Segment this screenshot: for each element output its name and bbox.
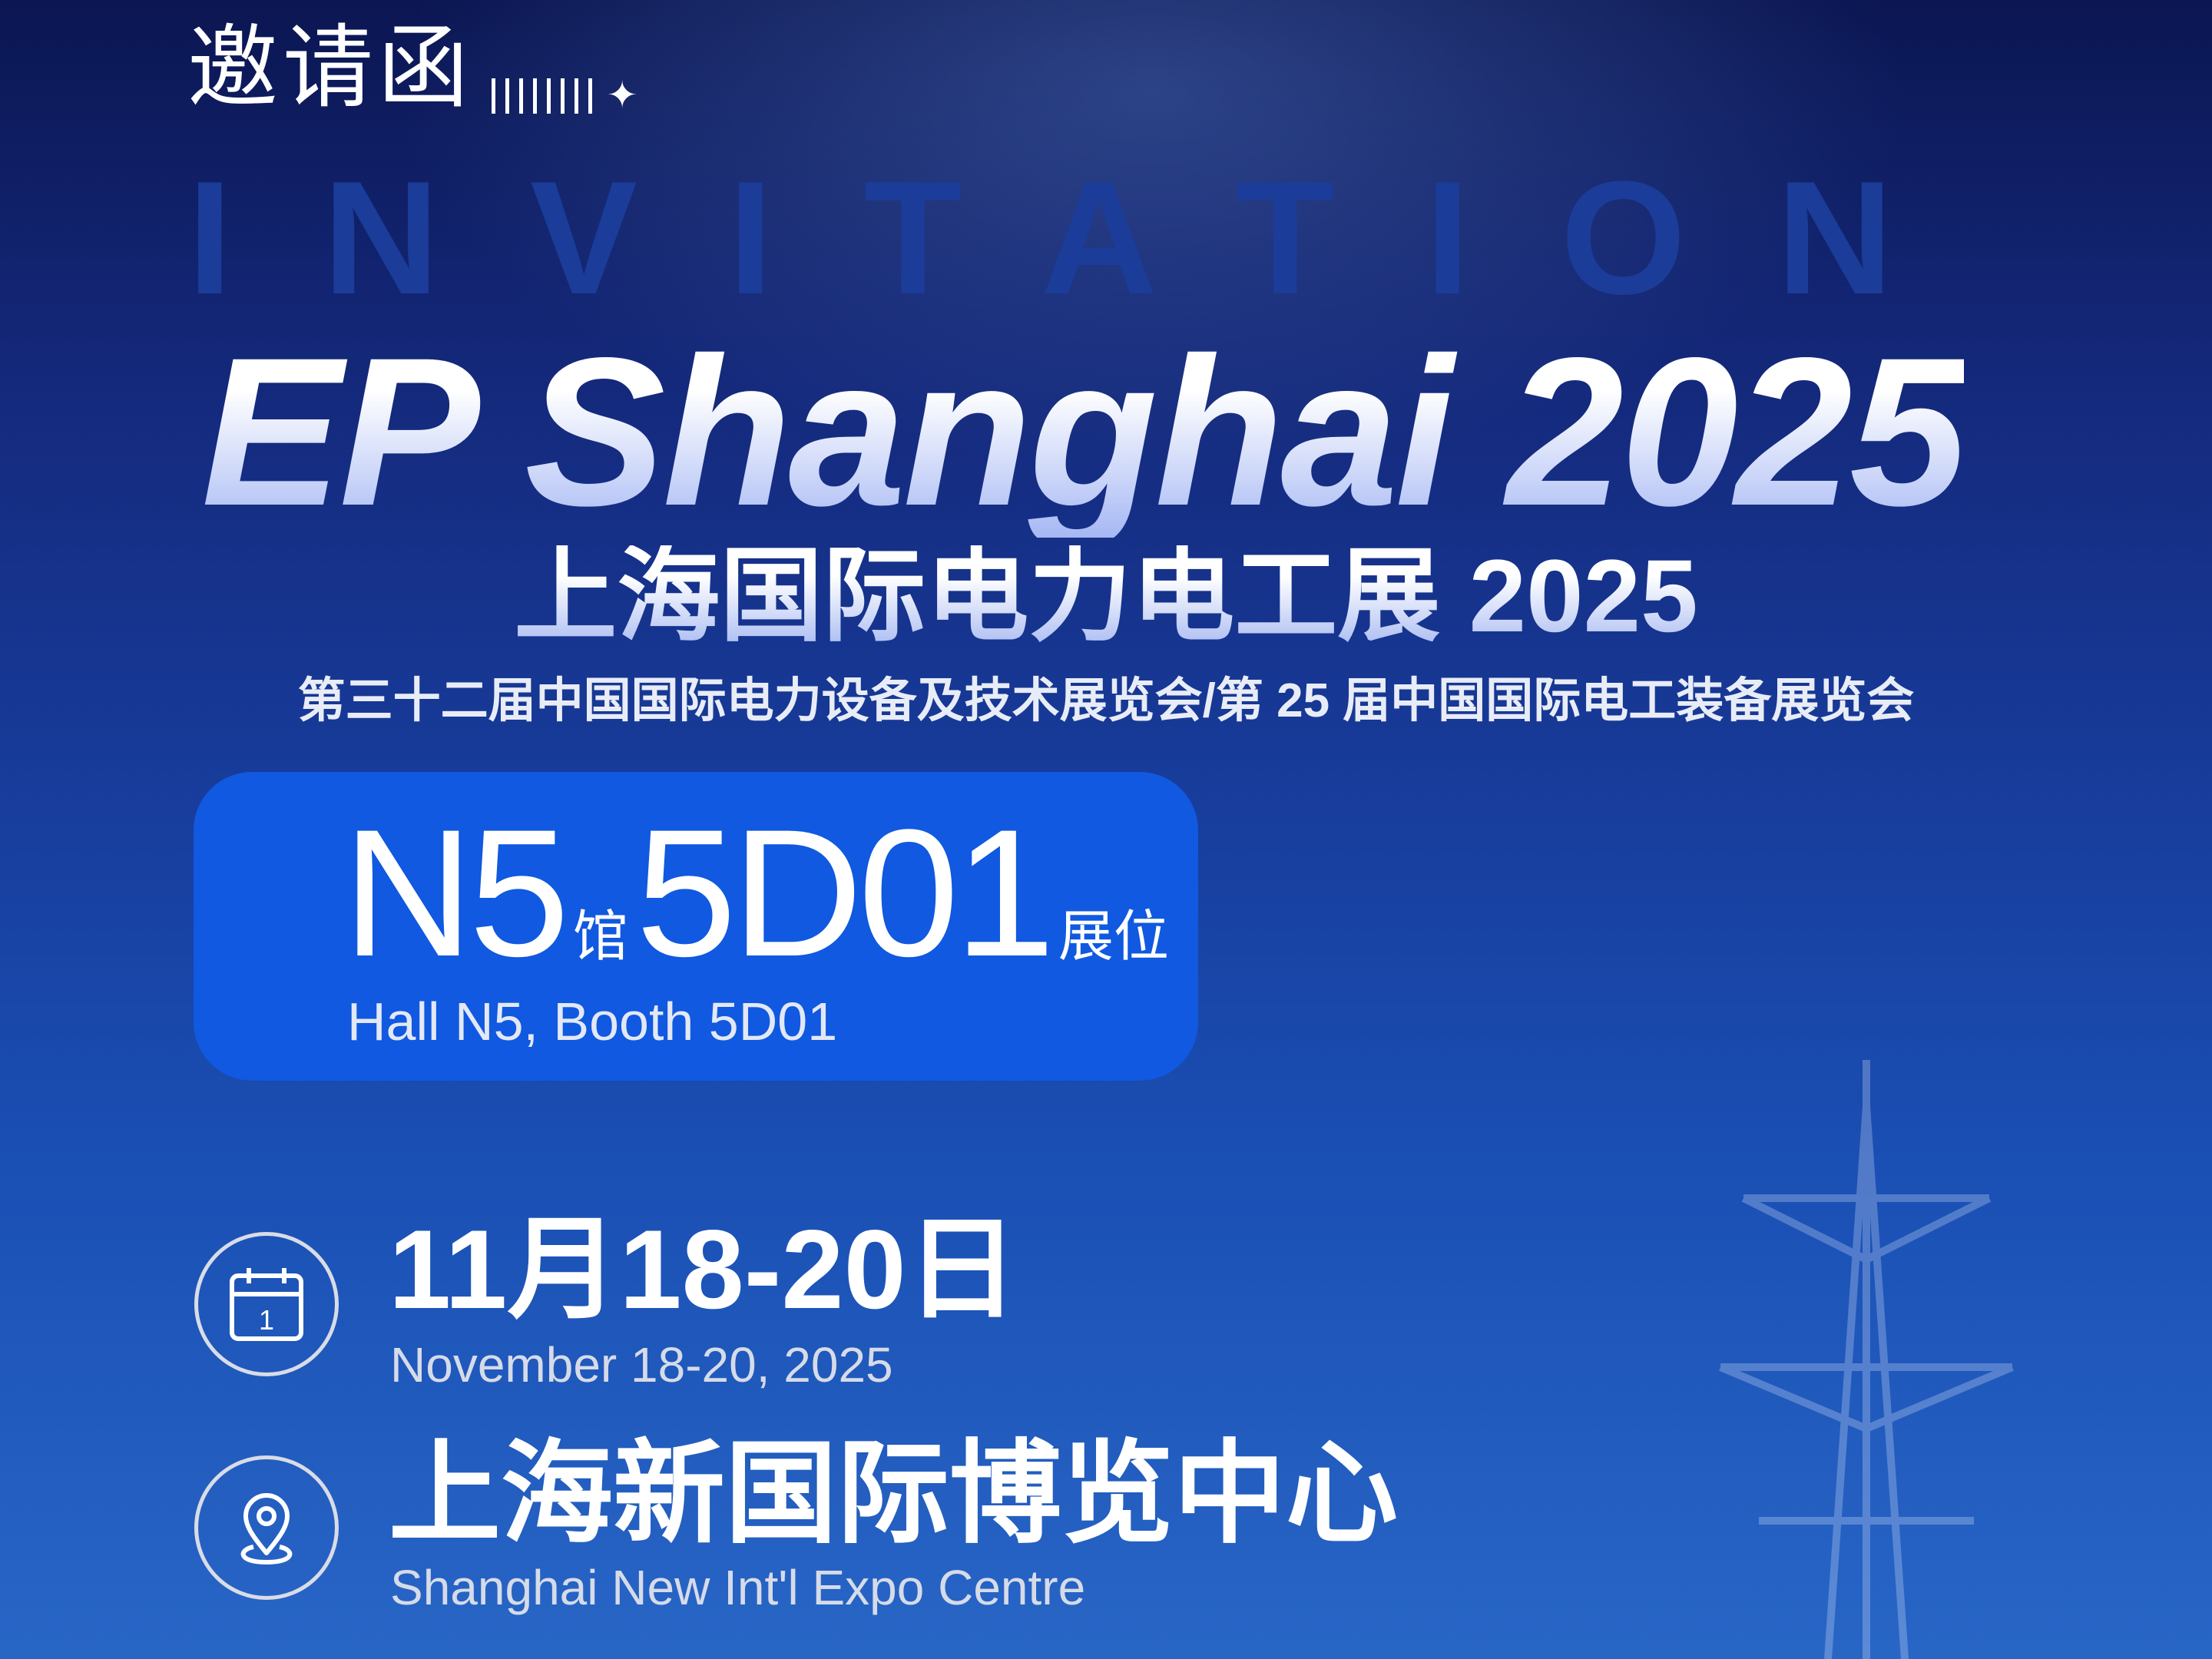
date-chinese: 11月18-20日: [389, 1207, 1018, 1332]
hall-unit: 馆: [572, 906, 628, 968]
event-title: EP Shanghai 2025: [201, 314, 1967, 550]
calendar-day: 1: [259, 1304, 274, 1336]
date-english: November 18-20, 2025: [390, 1337, 893, 1392]
booth-unit: 展位: [1058, 906, 1169, 968]
venue-icon-circle: [194, 1455, 339, 1600]
booth-number: N5 馆 5D01 展位: [343, 803, 1177, 984]
booth-english: Hall N5, Booth 5D01: [347, 992, 838, 1051]
sparkle-icon: ✦: [607, 75, 638, 116]
invitation-heading: 邀请函: [187, 18, 474, 119]
booth-code: 5D01: [635, 792, 1055, 995]
hall-number: N5: [343, 792, 570, 995]
venue-english: Shanghai New Int'l Expo Centre: [390, 1560, 1086, 1615]
venue-chinese: 上海新国际博览中心: [389, 1431, 1398, 1556]
invitation-watermark: INVITATION: [187, 147, 1984, 328]
date-icon-circle: 1: [194, 1232, 339, 1376]
decorative-bars: ✦: [492, 77, 637, 115]
event-subtitle: 第三十二届中国国际电力设备及技术展览会/第 25 届中国国际电工装备展览会: [297, 674, 1915, 727]
booth-card: [194, 772, 1198, 1081]
transmission-tower-icon: [1719, 1060, 2014, 1659]
calendar-icon: 1: [230, 1268, 303, 1341]
event-title-chinese: 上海国际电力电工展 2025: [0, 545, 2212, 648]
location-pin-icon: [240, 1493, 293, 1565]
